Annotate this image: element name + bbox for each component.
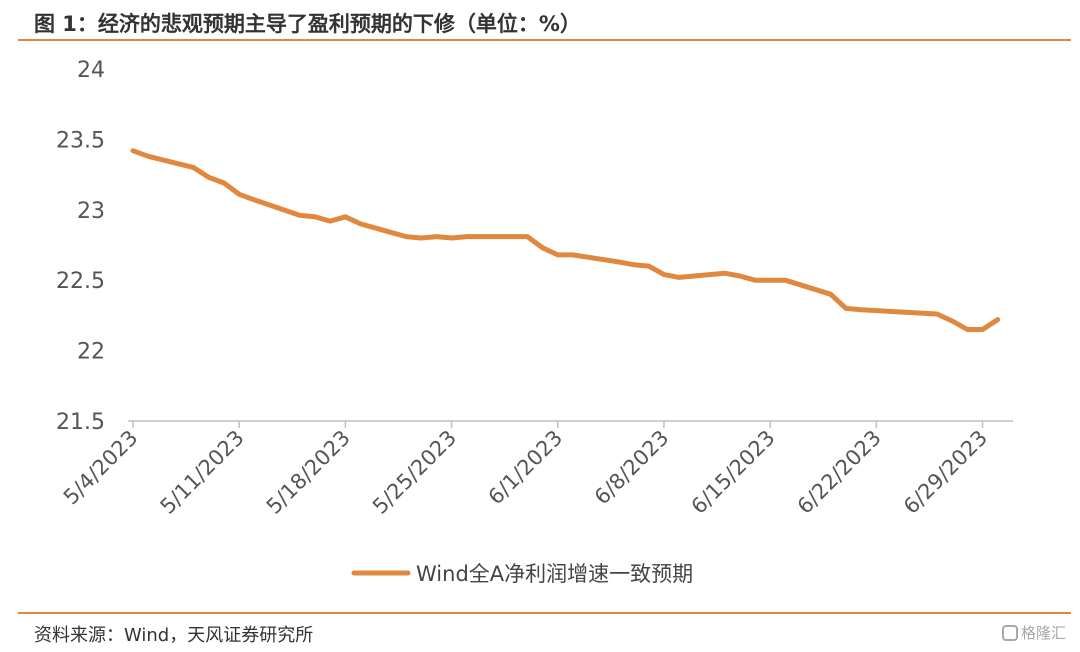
- x-tick-label: 6/8/2023: [590, 426, 674, 510]
- x-tick-label: 5/4/2023: [59, 426, 143, 510]
- x-tick-label: 6/15/2023: [687, 426, 780, 519]
- watermark-text: 格隆汇: [1020, 624, 1066, 642]
- y-tick-label: 22.5: [56, 269, 105, 294]
- footer-divider: [18, 612, 1071, 614]
- x-tick-label: 6/22/2023: [793, 426, 886, 519]
- x-tick-label: 5/25/2023: [368, 426, 461, 519]
- x-tick-label: 6/29/2023: [899, 426, 992, 519]
- series-line: [130, 148, 1001, 332]
- watermark-logo-icon: [1001, 625, 1018, 641]
- legend-label: Wind全A净利润增速一致预期: [416, 562, 693, 586]
- x-axis-tickmarks: [132, 421, 984, 428]
- source-note: 资料来源：Wind，天风证券研究所: [34, 625, 314, 646]
- x-axis-ticks: 5/4/2023 5/11/2023 5/18/2023 5/25/2023 6/1/2…: [59, 426, 992, 519]
- chart-title: 图 1：经济的悲观预期主导了盈利预期的下修（单位：%）: [34, 12, 581, 36]
- x-tick-label: 5/18/2023: [262, 426, 355, 519]
- y-tick-label: 21.5: [56, 410, 105, 435]
- header-divider: [18, 39, 1071, 41]
- y-tick-label: 22: [77, 340, 105, 365]
- x-tick-label: 5/11/2023: [156, 426, 249, 519]
- line-chart: 21.5 22 22.5 23 23.5 24 5/4/2023 5/11/2023 5/18…: [56, 58, 1013, 586]
- y-axis-ticks: 21.5 22 22.5 23 23.5 24: [56, 58, 105, 435]
- y-tick-label: 24: [77, 58, 105, 83]
- x-tick-label: 6/1/2023: [484, 426, 568, 510]
- legend: Wind全A净利润增速一致预期: [351, 562, 693, 586]
- y-tick-label: 23: [77, 199, 105, 224]
- y-tick-label: 23.5: [56, 128, 105, 153]
- watermark: 格隆汇: [1001, 622, 1066, 643]
